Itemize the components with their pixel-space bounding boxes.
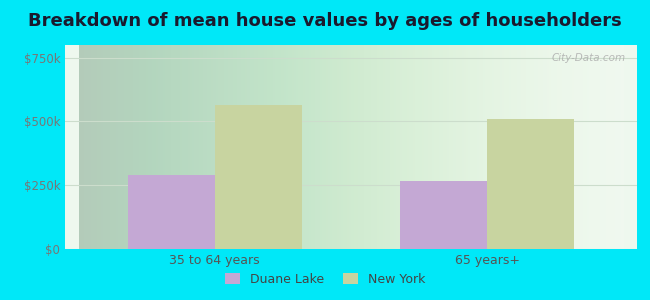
Text: City-Data.com: City-Data.com: [551, 53, 625, 63]
Text: Breakdown of mean house values by ages of householders: Breakdown of mean house values by ages o…: [28, 12, 622, 30]
Legend: Duane Lake, New York: Duane Lake, New York: [220, 268, 430, 291]
Bar: [127, 175, 214, 249]
Bar: [488, 119, 575, 249]
Bar: [400, 182, 488, 249]
Bar: [214, 105, 302, 249]
